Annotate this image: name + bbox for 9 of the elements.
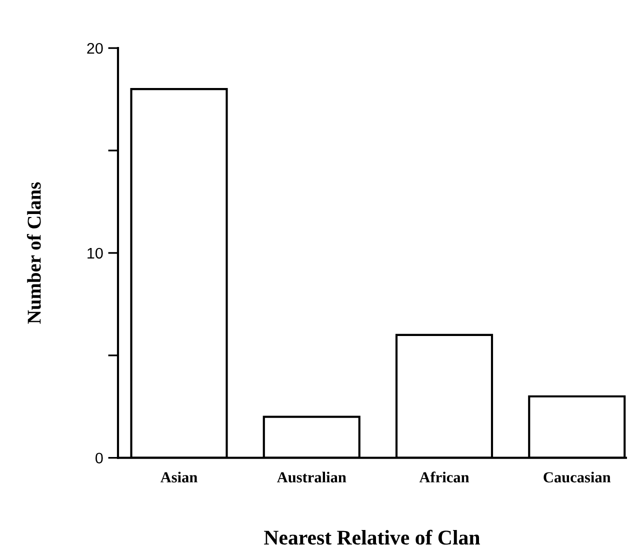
y-tick-label: 10 bbox=[88, 248, 103, 259]
x-tick-label: Asian bbox=[160, 472, 198, 482]
y-axis-title: Number of Clans bbox=[26, 182, 41, 324]
x-axis-title: Nearest Relative of Clan bbox=[264, 530, 480, 545]
x-tick-label: Australian bbox=[276, 472, 346, 482]
y-tick-label: 0 bbox=[96, 452, 103, 464]
x-tick-label: African bbox=[419, 472, 470, 482]
y-tick-label: 20 bbox=[87, 42, 103, 54]
x-tick-label: Caucasian bbox=[544, 472, 611, 482]
